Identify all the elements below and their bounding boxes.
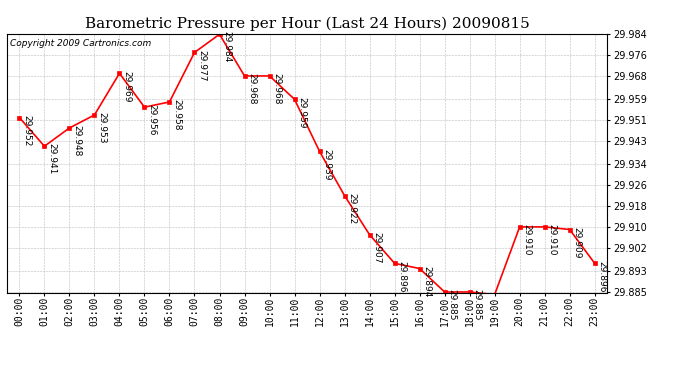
Text: 29.956: 29.956 [147, 104, 156, 136]
Text: 29.907: 29.907 [373, 232, 382, 263]
Text: 29.977: 29.977 [197, 50, 206, 81]
Text: 29.910: 29.910 [547, 224, 556, 256]
Text: 29.969: 29.969 [122, 70, 131, 102]
Text: 29.959: 29.959 [297, 97, 306, 128]
Title: Barometric Pressure per Hour (Last 24 Hours) 20090815: Barometric Pressure per Hour (Last 24 Ho… [85, 17, 529, 31]
Text: 29.922: 29.922 [347, 193, 356, 224]
Text: 29.884: 29.884 [0, 374, 1, 375]
Text: Copyright 2009 Cartronics.com: Copyright 2009 Cartronics.com [10, 39, 151, 48]
Text: 29.968: 29.968 [247, 73, 256, 105]
Text: 29.896: 29.896 [598, 261, 607, 292]
Text: 29.948: 29.948 [72, 125, 81, 157]
Text: 29.910: 29.910 [522, 224, 531, 256]
Text: 29.885: 29.885 [473, 289, 482, 321]
Text: 29.968: 29.968 [273, 73, 282, 105]
Text: 29.952: 29.952 [22, 115, 31, 146]
Text: 29.953: 29.953 [97, 112, 106, 144]
Text: 29.885: 29.885 [447, 289, 456, 321]
Text: 29.958: 29.958 [172, 99, 181, 130]
Text: 29.909: 29.909 [573, 227, 582, 258]
Text: 29.941: 29.941 [47, 143, 56, 175]
Text: 29.939: 29.939 [322, 148, 331, 180]
Text: 29.894: 29.894 [422, 266, 431, 297]
Text: 29.984: 29.984 [222, 32, 231, 63]
Text: 29.896: 29.896 [397, 261, 406, 292]
